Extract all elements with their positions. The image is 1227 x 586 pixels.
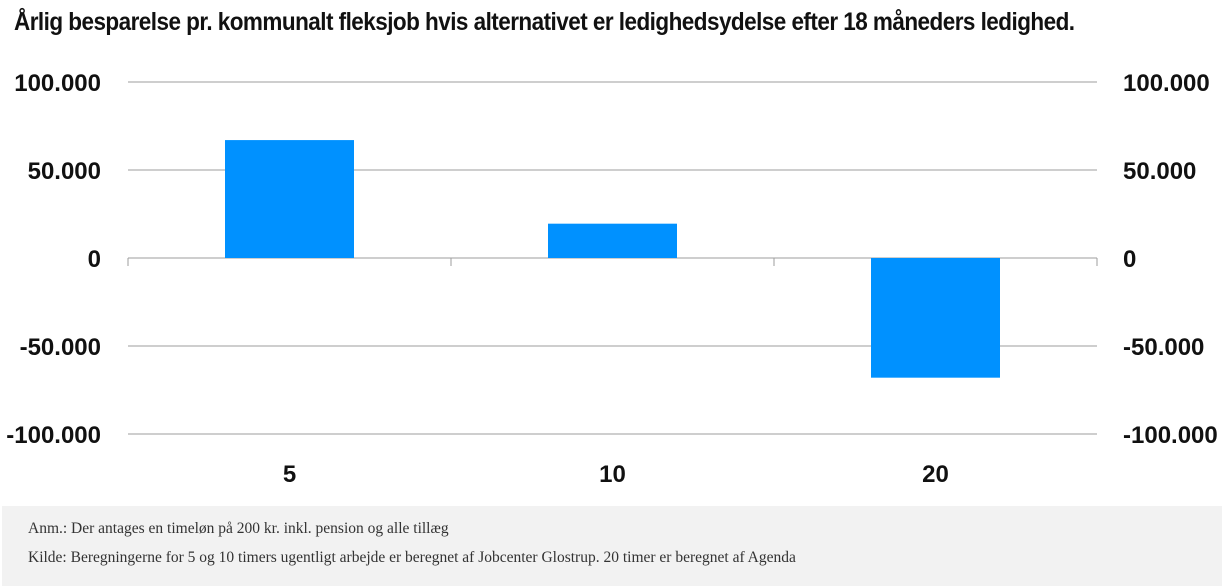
bar <box>871 258 1000 378</box>
bar <box>225 140 354 258</box>
y-tick-label-left: -50.000 <box>20 334 101 361</box>
y-tick-label-right: 50.000 <box>1123 158 1196 185</box>
bars <box>225 140 1000 378</box>
right-y-axis: 100.000 50.000 0 -50.000 -100.000 <box>1123 70 1218 449</box>
x-axis: 5 10 20 <box>283 461 949 488</box>
x-tick-label: 20 <box>922 461 949 488</box>
x-tick-label: 10 <box>599 461 626 488</box>
y-tick-label-right: -50.000 <box>1123 334 1204 361</box>
notes-panel: Anm.: Der antages en timeløn på 200 kr. … <box>2 506 1222 586</box>
y-tick-label-right: -100.000 <box>1123 422 1218 449</box>
bar-chart: 100.000 50.000 0 -50.000 -100.000 100.000 50.… <box>6 70 1218 488</box>
y-tick-label-right: 0 <box>1123 246 1136 273</box>
chart-title: Årlig besparelse pr. kommunalt fleksjob … <box>14 8 1075 36</box>
left-y-axis: 100.000 50.000 0 -50.000 -100.000 <box>6 70 101 449</box>
bar <box>548 223 677 258</box>
note-source: Kilde: Beregningerne for 5 og 10 timers … <box>28 549 796 566</box>
x-tick-label: 5 <box>283 461 296 488</box>
y-tick-label-left: 0 <box>88 246 101 273</box>
y-tick-label-left: -100.000 <box>6 422 101 449</box>
y-tick-label-left: 50.000 <box>28 158 101 185</box>
note-anm: Anm.: Der antages en timeløn på 200 kr. … <box>28 520 449 537</box>
y-tick-label-right: 100.000 <box>1123 70 1210 97</box>
y-tick-label-left: 100.000 <box>14 70 101 97</box>
